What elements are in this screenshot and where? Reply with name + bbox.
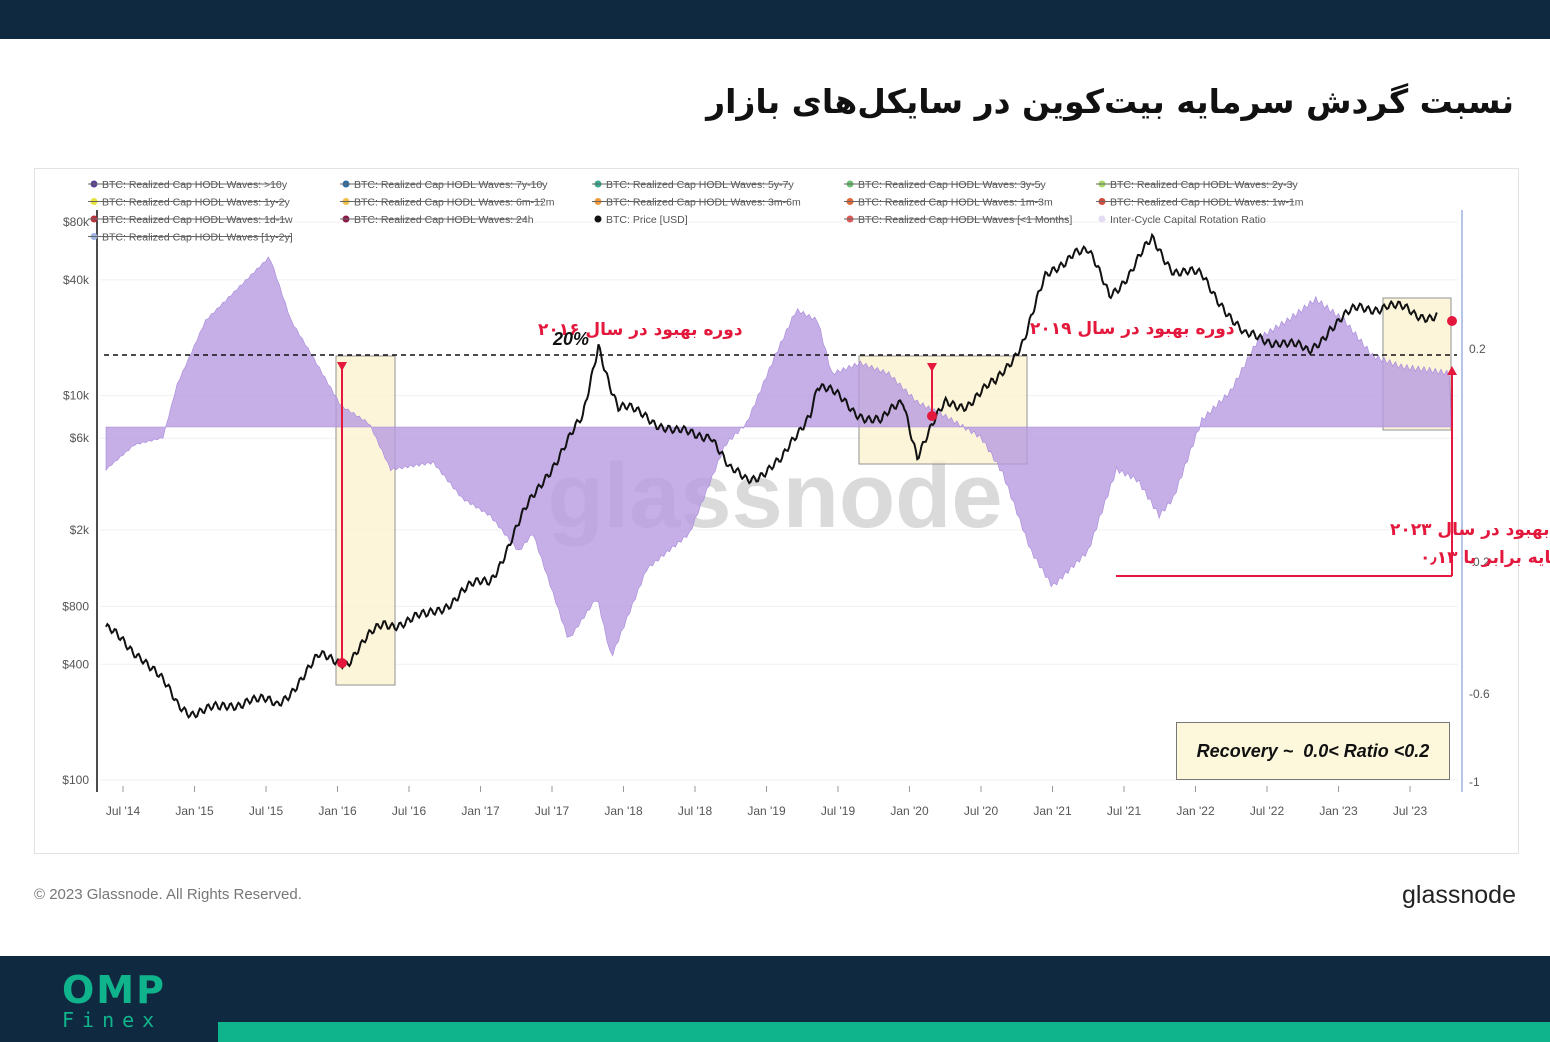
legend-label: BTC: Realized Cap HODL Waves: 5y-7y xyxy=(606,179,794,191)
page-title: نسبت گردش سرمایه بیت‌کوین در سایکل‌های ب… xyxy=(706,82,1514,121)
y-left-tick-label: $40k xyxy=(63,273,90,287)
ratio-area-fill xyxy=(105,256,1452,657)
legend-label: BTC: Realized Cap HODL Waves: 24h xyxy=(354,214,534,226)
y-left-tick-label: $10k xyxy=(63,389,90,403)
legend-label: BTC: Realized Cap HODL Waves: 1y-2y xyxy=(102,197,290,209)
legend-swatch xyxy=(594,215,602,223)
x-axis-ticks: Jul '14 Jan '15 Jul '15 Jan '16 Jul '16 Jan '… xyxy=(106,786,1428,818)
x-tick-label: Jul '19 xyxy=(821,804,856,818)
x-tick-label: Jan '19 xyxy=(747,804,786,818)
y-right-tick-label: -0.2 xyxy=(1469,555,1490,569)
copyright: © 2023 Glassnode. All Rights Reserved. xyxy=(34,886,302,903)
arrow-2016-head xyxy=(337,362,347,371)
x-tick-label: Jul '14 xyxy=(106,804,141,818)
y-left-tick-label: $2k xyxy=(70,523,90,537)
finex-logo: Finex xyxy=(62,1008,163,1032)
annotation-2016: دوره بهبود در سال ۲۰۱۶ xyxy=(538,320,743,340)
legend-label: BTC: Realized Cap HODL Waves: 7y-10y xyxy=(354,179,548,191)
price-line-path xyxy=(105,232,1438,719)
x-tick-label: Jan '21 xyxy=(1033,804,1072,818)
accent-stripe xyxy=(218,1022,1550,1042)
y-right-tick-label: -0.6 xyxy=(1469,687,1490,701)
y-right-tick-label: -1 xyxy=(1469,775,1480,789)
threshold-label: 20% xyxy=(552,329,589,349)
x-tick-label: Jul '20 xyxy=(964,804,999,818)
x-tick-label: Jul '21 xyxy=(1107,804,1142,818)
y-left-tick-label: $80k xyxy=(63,215,90,229)
marker-2016 xyxy=(337,658,347,668)
legend-label: BTC: Realized Cap HODL Waves [1y-2y] xyxy=(102,232,293,244)
ratio-area xyxy=(105,256,1452,657)
omp-logo: OMP xyxy=(62,968,166,1012)
legend-label: BTC: Realized Cap HODL Waves: >10y xyxy=(102,179,288,191)
y-left-tick-label: $400 xyxy=(62,657,89,671)
x-tick-label: Jan '23 xyxy=(1319,804,1358,818)
annotation-2023: دوره بهبود در سال ۲۰۲۳ xyxy=(1390,520,1550,540)
y-axis-left-ticks: $80k $40k $10k $6k $2k $800 $400 $100 xyxy=(62,215,90,787)
recovery-box-2016 xyxy=(335,355,396,686)
arrow-2019-head xyxy=(927,363,937,372)
glassnode-brand: glassnode xyxy=(1402,881,1516,909)
legend-label: BTC: Realized Cap HODL Waves: 3m-6m xyxy=(606,197,801,209)
legend-label: Inter-Cycle Capital Rotation Ratio xyxy=(1110,214,1266,226)
legend-label: BTC: Realized Cap HODL Waves: 1d-1w xyxy=(102,214,293,226)
y-right-tick-label: 0.2 xyxy=(1469,342,1486,356)
x-tick-label: Jan '18 xyxy=(604,804,643,818)
legend: BTC: Realized Cap HODL Waves: >10y BTC: R… xyxy=(88,179,1304,244)
x-tick-label: Jul '18 xyxy=(678,804,713,818)
legend-label: BTC: Realized Cap HODL Waves: 3y-5y xyxy=(858,179,1046,191)
x-tick-label: Jan '16 xyxy=(318,804,357,818)
x-tick-label: Jan '15 xyxy=(175,804,214,818)
y-axis-right-ticks: 0.2 -0.2 -0.6 -1 xyxy=(1469,342,1490,789)
price-line xyxy=(105,232,1438,719)
legend-label: BTC: Realized Cap HODL Waves: 1m-3m xyxy=(858,197,1053,209)
x-tick-label: Jan '20 xyxy=(890,804,929,818)
x-tick-label: Jan '22 xyxy=(1176,804,1215,818)
legend-label: BTC: Realized Cap HODL Waves: 6m-12m xyxy=(354,197,555,209)
legend-label: BTC: Realized Cap HODL Waves: 1w-1m xyxy=(1110,197,1304,209)
arrow-2023-head xyxy=(1447,366,1457,375)
y-left-tick-label: $6k xyxy=(70,431,90,445)
legend-label: BTC: Realized Cap HODL Waves [<1 Months] xyxy=(858,214,1072,226)
legend-label: BTC: Realized Cap HODL Waves: 2y-3y xyxy=(1110,179,1298,191)
legend-swatch xyxy=(1098,215,1106,223)
annotation-ratio-2023: نسبت گردش سرمایه برابر با ۰٫۱۳ xyxy=(1420,547,1550,568)
x-tick-label: Jul '17 xyxy=(535,804,570,818)
y-left-tick-label: $100 xyxy=(62,773,89,787)
recovery-note: Recovery ~ 0.0< Ratio <0.2 xyxy=(1176,722,1450,780)
annotation-2019: دوره بهبود در سال ۲۰۱۹ xyxy=(1030,319,1235,339)
top-bar xyxy=(0,0,1550,39)
y-left-tick-label: $800 xyxy=(62,599,89,613)
marker-2023 xyxy=(1447,316,1457,326)
x-tick-label: Jul '15 xyxy=(249,804,284,818)
x-tick-label: Jan '17 xyxy=(461,804,500,818)
legend-label: BTC: Price [USD] xyxy=(606,214,688,226)
x-tick-label: Jul '16 xyxy=(392,804,427,818)
x-tick-label: Jul '22 xyxy=(1250,804,1285,818)
x-tick-label: Jul '23 xyxy=(1393,804,1428,818)
marker-2019 xyxy=(927,411,937,421)
